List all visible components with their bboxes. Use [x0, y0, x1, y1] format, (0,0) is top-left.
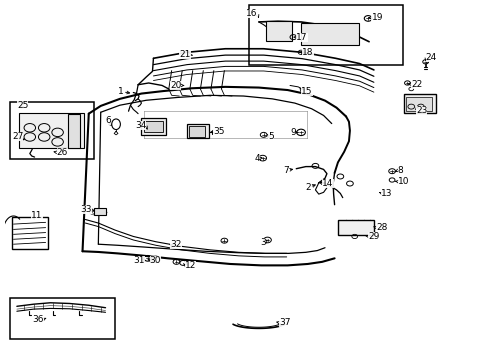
Text: 16: 16	[246, 9, 257, 18]
Text: 30: 30	[149, 256, 161, 265]
Text: 12: 12	[184, 261, 196, 270]
Bar	[93, 207, 105, 215]
Text: 1: 1	[118, 87, 123, 96]
Text: 27: 27	[12, 132, 23, 141]
Bar	[265, 21, 292, 41]
Text: 4: 4	[254, 154, 260, 163]
Text: 11: 11	[31, 211, 42, 220]
Text: 10: 10	[397, 177, 408, 186]
Bar	[141, 118, 166, 135]
Text: 7: 7	[282, 166, 288, 175]
Text: 37: 37	[279, 318, 290, 327]
Text: 31: 31	[133, 256, 144, 265]
Text: 33: 33	[81, 206, 92, 215]
Bar	[68, 114, 80, 148]
Text: 24: 24	[425, 53, 436, 62]
Bar	[143, 121, 163, 132]
Text: 28: 28	[376, 223, 387, 232]
Text: 9: 9	[290, 128, 296, 137]
Text: 26: 26	[57, 148, 68, 157]
Text: 14: 14	[322, 179, 333, 188]
Text: 20: 20	[169, 81, 181, 90]
Text: 19: 19	[371, 13, 382, 22]
Text: 8: 8	[397, 166, 403, 175]
Text: 35: 35	[213, 127, 224, 136]
Text: 36: 36	[33, 315, 44, 324]
Text: 22: 22	[410, 80, 422, 89]
Bar	[10, 102, 93, 159]
Text: 18: 18	[302, 48, 313, 57]
Bar	[249, 5, 402, 66]
Bar	[405, 97, 431, 111]
Bar	[19, 113, 84, 148]
Bar	[12, 217, 48, 249]
Bar	[189, 126, 205, 136]
Text: 29: 29	[367, 232, 379, 241]
Bar	[301, 23, 358, 45]
Text: 5: 5	[268, 132, 274, 141]
Text: 34: 34	[135, 121, 146, 130]
Bar	[337, 220, 373, 235]
Text: 2: 2	[305, 183, 310, 192]
Text: 17: 17	[296, 33, 307, 42]
Text: 15: 15	[301, 87, 312, 96]
Text: 6: 6	[105, 116, 111, 125]
Bar	[10, 298, 115, 339]
Text: 25: 25	[17, 101, 28, 110]
Text: 13: 13	[380, 189, 392, 198]
Text: 21: 21	[179, 50, 190, 59]
Bar	[186, 123, 208, 138]
Bar	[403, 94, 435, 113]
Text: 3: 3	[260, 238, 265, 247]
Text: 23: 23	[415, 105, 427, 114]
Text: 32: 32	[170, 240, 181, 249]
